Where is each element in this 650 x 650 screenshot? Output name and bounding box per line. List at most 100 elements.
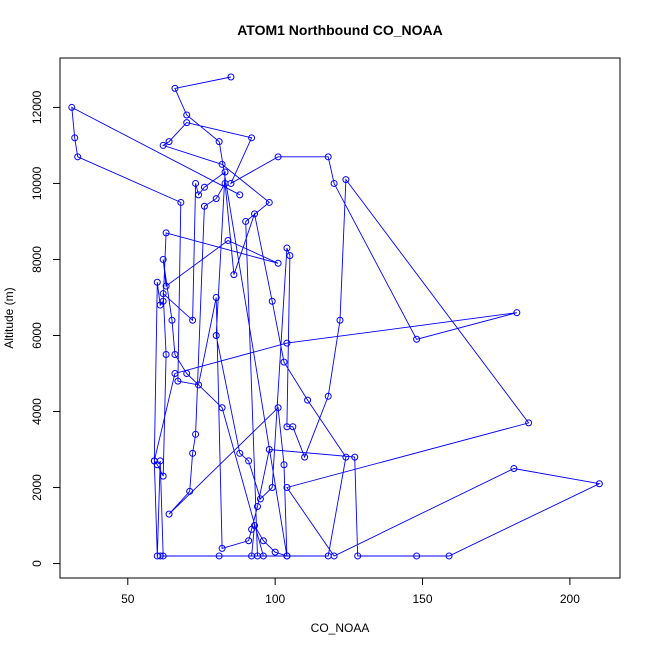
data-point (165, 138, 173, 146)
data-point (171, 369, 179, 377)
data-point (224, 236, 232, 244)
data-point (413, 335, 421, 343)
data-point (265, 446, 273, 454)
data-point (162, 350, 170, 358)
data-point (304, 396, 312, 404)
data-point (221, 179, 229, 187)
y-tick-label: 0 (30, 560, 44, 567)
data-point (510, 465, 518, 473)
data-point (330, 552, 338, 560)
x-tick-label: 200 (560, 592, 580, 606)
data-point (248, 552, 256, 560)
y-tick-label: 12000 (30, 90, 44, 124)
data-point (342, 453, 350, 461)
data-point (245, 457, 253, 465)
data-point (283, 552, 291, 560)
data-point (174, 377, 182, 385)
data-point (186, 487, 194, 495)
data-point (301, 453, 309, 461)
data-point (265, 198, 273, 206)
data-point (324, 153, 332, 161)
x-axis-label: CO_NOAA (311, 621, 370, 635)
data-point (259, 552, 267, 560)
data-point (274, 259, 282, 267)
data-point (153, 278, 161, 286)
data-point (192, 179, 200, 187)
data-point (200, 183, 208, 191)
data-point (251, 210, 259, 218)
data-point (183, 369, 191, 377)
series-line-0 (71, 76, 601, 557)
data-point (274, 404, 282, 412)
data-point (268, 484, 276, 492)
y-axis-label: Altitude (m) (2, 287, 16, 348)
data-point (215, 138, 223, 146)
data-point (183, 111, 191, 119)
data-point (200, 202, 208, 210)
data-point (192, 430, 200, 438)
data-point (171, 350, 179, 358)
x-tick-label: 50 (121, 592, 135, 606)
data-point (354, 552, 362, 560)
data-point (351, 453, 359, 461)
data-point (153, 461, 161, 469)
data-point (336, 316, 344, 324)
data-point (218, 160, 226, 168)
data-point (218, 544, 226, 552)
data-point (230, 271, 238, 279)
data-point (159, 290, 167, 298)
data-point (162, 229, 170, 237)
data-point (221, 168, 229, 176)
y-tick-label: 6000 (30, 322, 44, 349)
data-point (525, 419, 533, 427)
data-point (268, 297, 276, 305)
data-point (513, 309, 521, 317)
data-point (259, 537, 267, 545)
data-point (215, 552, 223, 560)
data-point (159, 255, 167, 263)
x-tick-label: 150 (413, 592, 433, 606)
y-tick-label: 8000 (30, 246, 44, 273)
data-point (189, 316, 197, 324)
data-point (195, 191, 203, 199)
chart-title: ATOM1 Northbound CO_NOAA (237, 22, 443, 38)
data-point (274, 153, 282, 161)
data-point (280, 358, 288, 366)
data-point (171, 84, 179, 92)
data-point (195, 381, 203, 389)
data-point (165, 510, 173, 518)
data-point (236, 191, 244, 199)
y-tick-label: 2000 (30, 474, 44, 501)
data-point (177, 198, 185, 206)
data-point (212, 195, 220, 203)
data-point (248, 525, 256, 533)
data-point (280, 461, 288, 469)
data-point (218, 404, 226, 412)
data-point (289, 423, 297, 431)
data-point (71, 134, 79, 142)
data-point (271, 548, 279, 556)
data-point (286, 252, 294, 260)
data-point (162, 282, 170, 290)
data-point (212, 331, 220, 339)
data-point (330, 179, 338, 187)
data-point (248, 134, 256, 142)
data-point (253, 503, 261, 511)
data-point (324, 392, 332, 400)
data-point (74, 153, 82, 161)
data-point (283, 339, 291, 347)
data-point (212, 293, 220, 301)
data-point (168, 316, 176, 324)
data-point (445, 552, 453, 560)
data-point (256, 495, 264, 503)
data-point (227, 73, 235, 81)
y-axis: 0 2000 4000 6000 8000 10000 12000 (30, 90, 60, 567)
x-tick-label: 100 (265, 592, 285, 606)
data-point (413, 552, 421, 560)
data-point (159, 141, 167, 149)
x-axis: 50 100 150 200 (121, 578, 580, 606)
data-point (189, 449, 197, 457)
data-point (245, 537, 253, 545)
data-point (159, 472, 167, 480)
